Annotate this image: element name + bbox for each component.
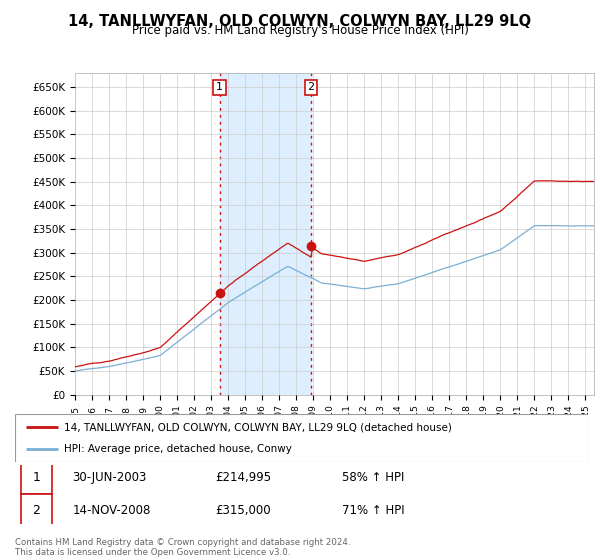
Bar (220, 73, 311, 395)
Text: 1: 1 (32, 471, 40, 484)
Text: Price paid vs. HM Land Registry's House Price Index (HPI): Price paid vs. HM Land Registry's House … (131, 24, 469, 37)
Text: 2: 2 (308, 82, 314, 92)
Text: HPI: Average price, detached house, Conwy: HPI: Average price, detached house, Conw… (64, 444, 292, 454)
Text: 30-JUN-2003: 30-JUN-2003 (73, 471, 146, 484)
Text: 14-NOV-2008: 14-NOV-2008 (73, 504, 151, 517)
Text: 1: 1 (216, 82, 223, 92)
Text: 58% ↑ HPI: 58% ↑ HPI (341, 471, 404, 484)
Text: Contains HM Land Registry data © Crown copyright and database right 2024.
This d: Contains HM Land Registry data © Crown c… (15, 538, 350, 557)
Text: 71% ↑ HPI: 71% ↑ HPI (341, 504, 404, 517)
Text: £315,000: £315,000 (215, 504, 271, 517)
Text: £214,995: £214,995 (215, 471, 272, 484)
Text: 14, TANLLWYFAN, OLD COLWYN, COLWYN BAY, LL29 9LQ: 14, TANLLWYFAN, OLD COLWYN, COLWYN BAY, … (68, 14, 532, 29)
FancyBboxPatch shape (21, 461, 52, 494)
Text: 2: 2 (32, 504, 40, 517)
Text: 14, TANLLWYFAN, OLD COLWYN, COLWYN BAY, LL29 9LQ (detached house): 14, TANLLWYFAN, OLD COLWYN, COLWYN BAY, … (64, 422, 452, 432)
FancyBboxPatch shape (15, 414, 588, 462)
FancyBboxPatch shape (21, 494, 52, 527)
